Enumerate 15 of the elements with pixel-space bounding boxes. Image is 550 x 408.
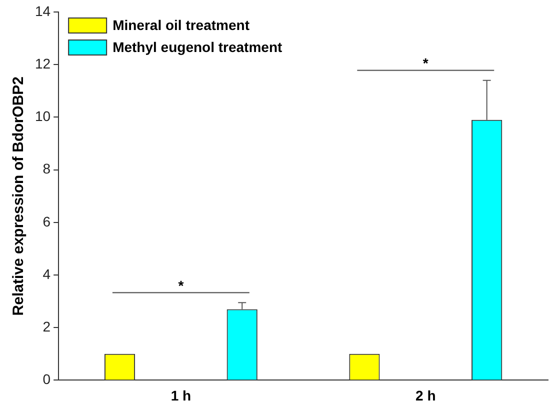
legend-label: Methyl eugenol treatment (112, 38, 282, 55)
legend-label: Mineral oil treatment (112, 16, 250, 33)
y-tick-label: 14 (34, 2, 51, 19)
y-tick-label: 0 (42, 371, 51, 388)
x-tick-label: 1 h (170, 387, 192, 404)
y-tick-label: 10 (34, 108, 51, 124)
y-tick-label: 2 (42, 318, 51, 334)
x-tick-label: 2 h (416, 387, 436, 404)
y-tick-label: 8 (42, 160, 51, 177)
y-tick-label: 4 (42, 266, 51, 282)
annotation: * (178, 277, 184, 294)
annotation: * (422, 55, 429, 72)
y-axis-title: Relative expression of BdorOBP2 (10, 76, 28, 316)
y-tick-label: 6 (42, 213, 51, 230)
y-tick-label: 12 (34, 55, 51, 72)
